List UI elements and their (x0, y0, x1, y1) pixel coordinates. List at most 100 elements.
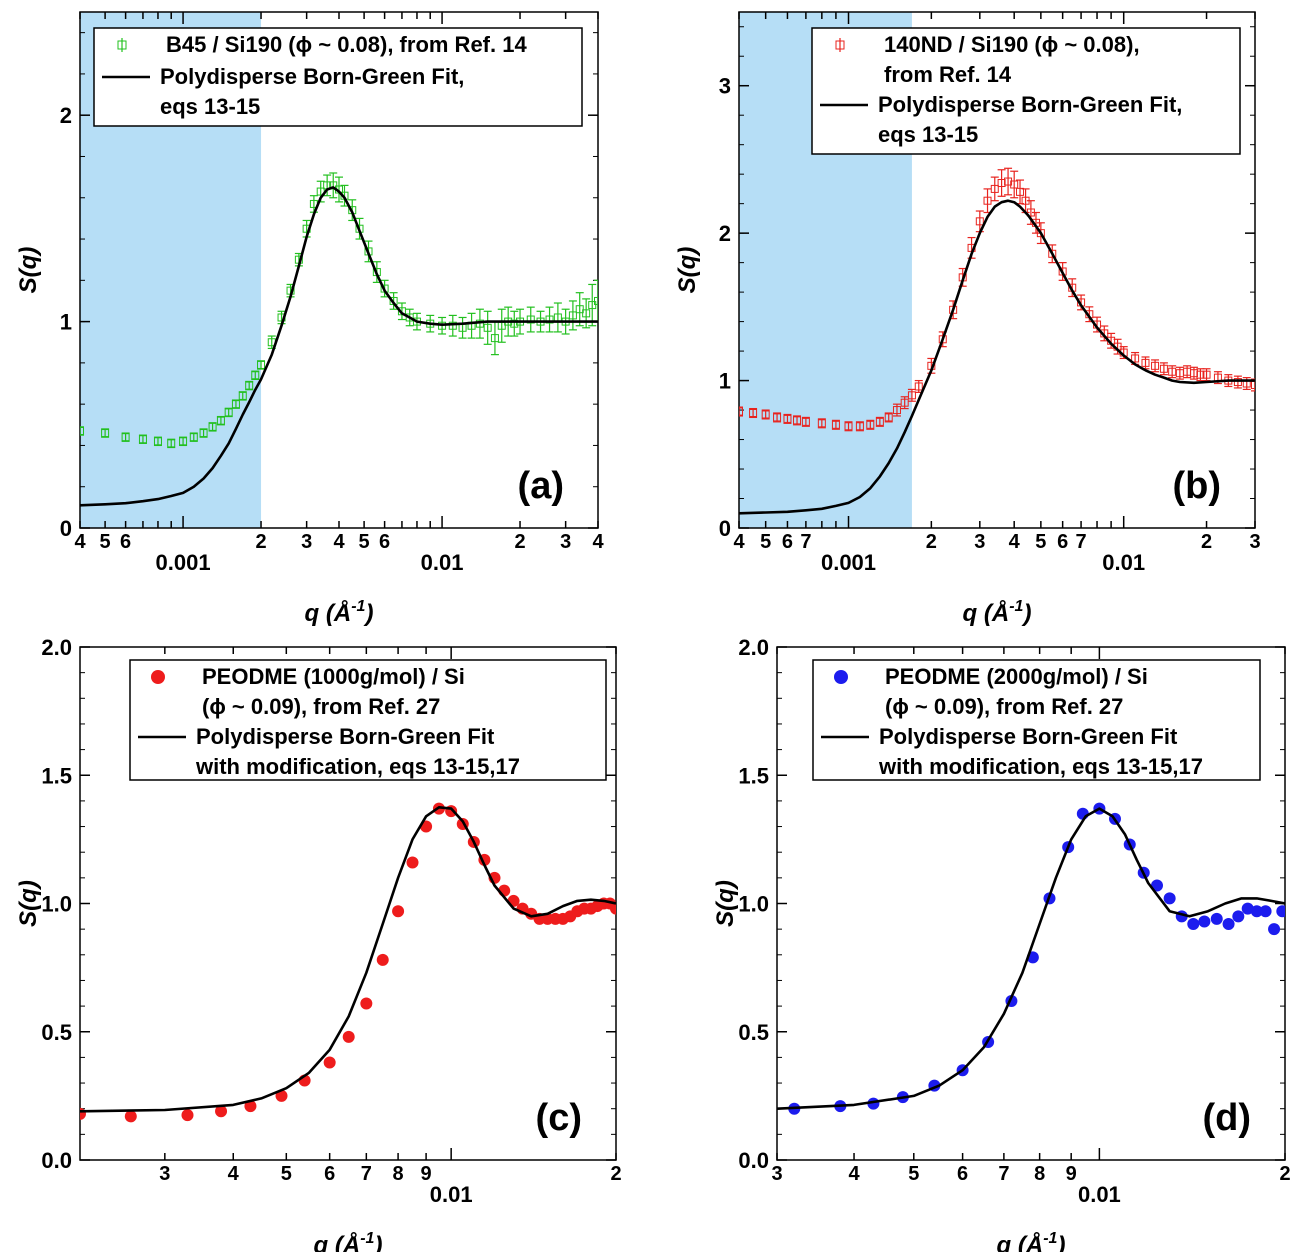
fit-line (777, 807, 1285, 1110)
x-tick-label-minor: 2 (926, 531, 937, 553)
x-axis-title-main: q (Å (305, 600, 352, 627)
data-point (997, 179, 1006, 188)
panel-label: (b) (1172, 465, 1221, 507)
y-tick-label: 1.5 (41, 763, 72, 788)
legend-label: Polydisperse Born-Green Fit (196, 724, 495, 749)
x-tick-label-minor: 7 (1076, 531, 1087, 553)
panel-label: (c) (536, 1097, 582, 1139)
y-tick-label: 1.5 (738, 763, 769, 788)
x-axis-title-end: ) (1054, 1232, 1065, 1252)
x-tick-label-minor: 4 (228, 1163, 240, 1185)
legend-label: (ϕ ~ 0.09), from Ref. 27 (885, 694, 1123, 719)
legend-label: with modification, eqs 13-15,17 (878, 754, 1203, 779)
legend-label: from Ref. 14 (884, 62, 1012, 87)
data-point (124, 1110, 137, 1123)
data-point (990, 184, 999, 193)
x-tick-label-major: 0.001 (821, 550, 876, 575)
data-point (275, 1089, 288, 1102)
legend: PEODME (1000g/mol) / Si (ϕ ~ 0.09), from … (129, 659, 607, 781)
x-tick-label-minor: 4 (592, 531, 604, 553)
x-tick-label-minor: 6 (957, 1163, 968, 1185)
y-tick-label: 2.0 (738, 635, 769, 660)
data-point (1010, 180, 1019, 189)
data-point (167, 439, 176, 448)
x-axis-title-main: q (Å (963, 600, 1010, 627)
data-point (215, 1105, 228, 1118)
data-point (1048, 249, 1057, 258)
data-point (1233, 378, 1242, 387)
data-point (1141, 358, 1150, 367)
legend: 140ND / Si190 (ϕ ~ 0.08), from Ref. 14 Pol… (811, 27, 1241, 155)
data-point (1198, 915, 1211, 928)
data-point (153, 437, 162, 446)
x-tick-label-minor: 3 (159, 1163, 170, 1185)
x-axis-title: q (Å-1) (314, 1230, 383, 1252)
data-point (138, 435, 147, 444)
data-point (1076, 807, 1089, 820)
data-point (1187, 918, 1200, 931)
x-tick-label-minor: 6 (120, 531, 131, 553)
y-tick-label: 2.0 (41, 635, 72, 660)
data-point (245, 381, 254, 390)
y-axis-title: S(q) (15, 880, 42, 927)
legend-label: eqs 13-15 (878, 122, 978, 147)
data-point (907, 391, 916, 400)
x-tick-label-minor: 4 (74, 531, 86, 553)
y-axis-title: S(q) (712, 880, 739, 927)
data-point (80, 426, 84, 435)
x-tick-label-minor: 4 (733, 531, 745, 553)
x-tick-label-minor: 5 (760, 531, 771, 553)
legend: B45 / Si190 (ϕ ~ 0.08), from Ref. 14 Poly… (93, 27, 583, 127)
x-tick-label-minor: 8 (1034, 1163, 1045, 1185)
x-tick-label-major: 0.01 (421, 550, 464, 575)
data-layer (80, 172, 598, 507)
x-axis-title-sup: -1 (360, 1230, 374, 1247)
x-axis-title-sup: -1 (1043, 1230, 1057, 1247)
data-point (1189, 369, 1198, 378)
y-axis-title: S(q) (674, 247, 701, 294)
data-point (817, 419, 826, 428)
plot-frame (738, 11, 1256, 529)
panel-label: (a) (518, 465, 564, 507)
x-axis-title-main: q (Å (314, 1232, 361, 1252)
x-tick-label-minor: 6 (379, 531, 390, 553)
legend-label: (ϕ ~ 0.09), from Ref. 27 (202, 694, 440, 719)
data-point (231, 400, 240, 409)
data-point (773, 413, 782, 422)
legend-marker (151, 670, 165, 684)
data-point (510, 319, 519, 328)
data-point (257, 360, 266, 369)
data-point (1232, 910, 1245, 923)
x-tick-label-minor: 5 (100, 531, 111, 553)
x-tick-label-minor: 4 (1009, 531, 1021, 553)
data-point (1163, 892, 1176, 905)
x-axis-title: q (Å-1) (305, 598, 374, 627)
x-tick-label-minor: 2 (610, 1163, 621, 1185)
y-tick-label: 1.0 (41, 892, 72, 917)
y-tick-label: 0.0 (41, 1148, 72, 1173)
legend-label: 140ND / Si190 (ϕ ~ 0.08), (884, 32, 1140, 57)
data-point (1016, 187, 1025, 196)
x-tick-label-minor: 7 (361, 1163, 372, 1185)
x-tick-label-minor: 6 (324, 1163, 335, 1185)
x-axis-title-sup: -1 (1009, 598, 1023, 615)
x-tick-label-minor: 7 (800, 531, 811, 553)
x-tick-label-minor: 2 (1201, 531, 1212, 553)
data-point (1159, 364, 1168, 373)
data-point (181, 1109, 194, 1122)
data-point (1196, 370, 1205, 379)
data-layer (80, 802, 616, 1123)
data-point (844, 422, 853, 431)
data-point (121, 433, 130, 442)
fit-line (739, 199, 1255, 515)
legend-label: with modification, eqs 13-15,17 (195, 754, 520, 779)
data-layer (777, 802, 1285, 1115)
data-point (490, 334, 499, 343)
legend-marker (834, 670, 848, 684)
data-point (739, 407, 743, 416)
data-point (406, 856, 419, 869)
legend: PEODME (2000g/mol) / Si (ϕ ~ 0.09), from … (812, 659, 1261, 781)
data-point (749, 409, 758, 418)
